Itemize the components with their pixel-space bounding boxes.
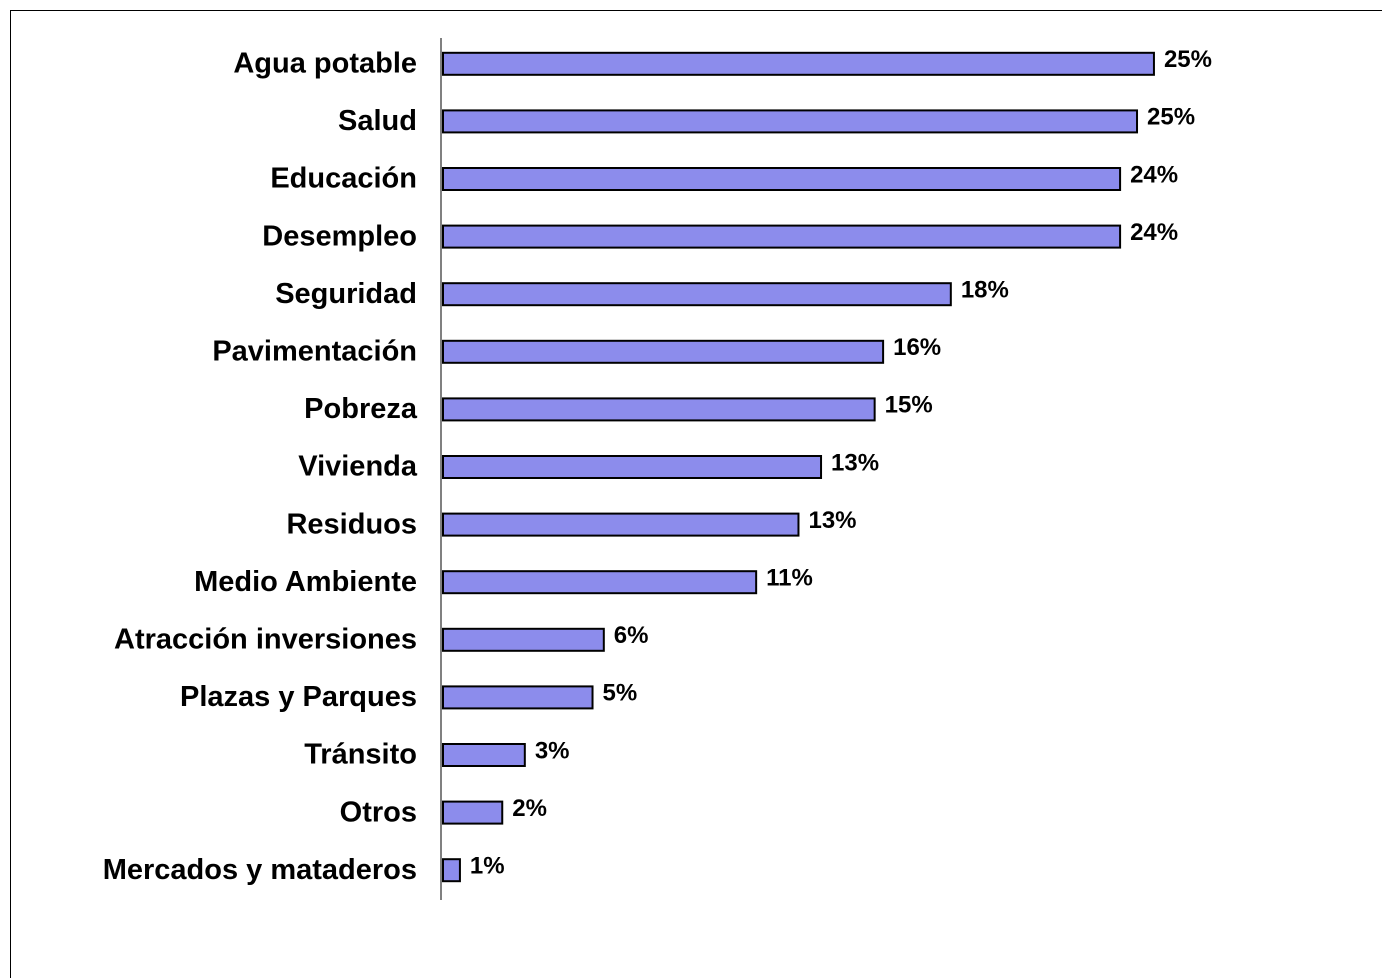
bar bbox=[442, 800, 504, 825]
bar bbox=[442, 167, 1122, 191]
category-label: Medio Ambiente bbox=[194, 566, 417, 598]
value-label: 18% bbox=[961, 277, 1009, 304]
value-label: 11% bbox=[766, 565, 813, 592]
category-label: Plazas y Parques bbox=[180, 681, 417, 713]
value-label: 24% bbox=[1130, 219, 1178, 246]
category-label: Desempleo bbox=[262, 220, 417, 252]
bar bbox=[442, 685, 594, 710]
bar bbox=[442, 512, 800, 537]
bar bbox=[442, 570, 758, 595]
category-label: Agua potable bbox=[233, 47, 417, 79]
value-label: 25% bbox=[1164, 46, 1212, 73]
value-label: 15% bbox=[885, 392, 933, 419]
category-label: Vivienda bbox=[298, 451, 418, 483]
bar bbox=[442, 109, 1139, 134]
category-label: Otros bbox=[340, 796, 417, 828]
bar bbox=[442, 282, 952, 307]
bar bbox=[442, 858, 461, 883]
value-label: 13% bbox=[808, 507, 856, 534]
value-label: 2% bbox=[512, 795, 547, 822]
category-label: Salud bbox=[338, 105, 417, 137]
bar bbox=[442, 397, 876, 422]
bar bbox=[442, 51, 1155, 76]
bar bbox=[442, 224, 1122, 249]
category-label: Pavimentación bbox=[212, 335, 417, 367]
value-label: 6% bbox=[614, 622, 649, 649]
category-label: Educación bbox=[270, 163, 417, 195]
category-label: Mercados y mataderos bbox=[103, 854, 417, 886]
chart-frame bbox=[10, 10, 1382, 978]
category-label: Seguridad bbox=[275, 278, 417, 310]
value-label: 13% bbox=[831, 449, 879, 476]
bar bbox=[442, 455, 823, 479]
category-label: Residuos bbox=[286, 508, 417, 540]
bar bbox=[442, 743, 526, 767]
value-label: 16% bbox=[893, 334, 941, 361]
value-label: 24% bbox=[1130, 161, 1178, 188]
value-label: 1% bbox=[470, 853, 505, 880]
bar bbox=[442, 627, 605, 652]
value-label: 25% bbox=[1147, 104, 1195, 131]
bar bbox=[442, 339, 885, 364]
value-label: 5% bbox=[603, 680, 638, 707]
category-label: Tránsito bbox=[304, 739, 417, 771]
category-label: Atracción inversiones bbox=[114, 623, 417, 655]
value-label: 3% bbox=[535, 737, 570, 764]
category-label: Pobreza bbox=[304, 393, 418, 425]
